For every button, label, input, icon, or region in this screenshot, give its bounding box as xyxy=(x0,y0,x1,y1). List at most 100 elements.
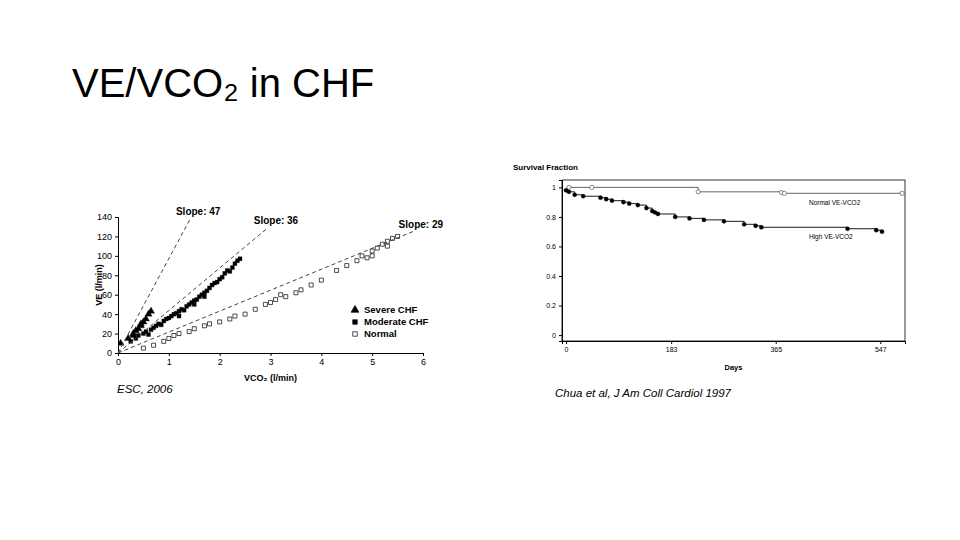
point xyxy=(880,230,884,234)
point xyxy=(284,295,288,299)
tick-label: 0 xyxy=(107,348,112,358)
point xyxy=(754,224,758,228)
legend: Severe CHFModerate CHFNormal xyxy=(351,304,428,339)
tick-label: 6 xyxy=(421,357,426,367)
series-line xyxy=(118,219,190,353)
legend-symbol xyxy=(351,306,359,313)
tick-label: 1 xyxy=(552,184,556,191)
legend-entry: Moderate CHF xyxy=(353,316,429,327)
point xyxy=(172,334,176,338)
legend-label: Moderate CHF xyxy=(364,316,429,327)
tick-label: 3 xyxy=(268,357,273,367)
tick-label: 365 xyxy=(770,346,782,353)
legend-entry: Severe CHF xyxy=(351,304,417,315)
tick-mark xyxy=(115,334,118,335)
point xyxy=(610,199,614,203)
point xyxy=(152,343,156,347)
chart: 0123456020406080100120140Slope: 47Slope:… xyxy=(94,206,443,395)
point xyxy=(238,257,242,261)
point xyxy=(233,314,237,318)
point xyxy=(702,218,706,222)
tick: 0.4 xyxy=(546,273,562,280)
tick: 4 xyxy=(319,353,324,367)
tick: 20 xyxy=(102,329,118,339)
point xyxy=(208,322,212,326)
point xyxy=(380,242,384,246)
tick-mark xyxy=(559,187,562,188)
point xyxy=(845,227,849,231)
tick-mark xyxy=(115,256,118,257)
point xyxy=(220,275,224,279)
plot-area xyxy=(118,219,413,353)
tick: 60 xyxy=(102,290,118,300)
point xyxy=(319,278,323,282)
point xyxy=(162,339,166,343)
y-axis: 0 0.2 0.4 0.6 0.8 1 xyxy=(546,181,562,342)
tick-label: 183 xyxy=(666,346,678,353)
axis-line xyxy=(563,342,906,345)
point xyxy=(274,298,278,302)
point xyxy=(263,302,267,306)
point xyxy=(722,219,726,223)
point xyxy=(118,339,124,345)
point xyxy=(759,225,763,229)
point xyxy=(253,307,257,311)
x-axis-title: VCO₂ (l/min) xyxy=(244,373,297,383)
point xyxy=(218,320,222,324)
point xyxy=(742,222,746,226)
tick: 6 xyxy=(421,353,426,367)
point xyxy=(159,323,163,327)
point xyxy=(294,291,298,295)
tick: 183 xyxy=(666,341,678,353)
tick-label: 2 xyxy=(218,357,223,367)
point xyxy=(636,203,640,207)
point xyxy=(228,317,232,321)
tick-mark xyxy=(115,275,118,276)
plot-frame xyxy=(562,180,905,341)
tick-mark xyxy=(559,217,562,218)
axis-line xyxy=(115,218,119,354)
legend-symbol xyxy=(353,332,357,336)
tick-mark xyxy=(372,353,373,356)
series-line xyxy=(566,190,882,231)
point xyxy=(360,254,364,258)
point xyxy=(177,314,181,318)
tick: 0.2 xyxy=(546,302,562,309)
point xyxy=(598,196,602,200)
tick-mark xyxy=(566,341,567,344)
point xyxy=(335,268,339,272)
point xyxy=(228,269,232,273)
tick: 365 xyxy=(770,341,782,353)
point xyxy=(243,312,247,316)
tick-mark xyxy=(115,295,118,296)
tick-label: 120 xyxy=(97,232,112,242)
series-line xyxy=(118,228,268,353)
tick-label: 1 xyxy=(167,357,172,367)
tick: 3 xyxy=(268,353,273,367)
tick-label: 100 xyxy=(97,251,112,261)
legend-symbol xyxy=(353,320,357,324)
tick-label: 0.8 xyxy=(546,214,556,221)
axis-line xyxy=(559,181,563,342)
tick: 1 xyxy=(167,353,172,367)
tick-label: 0 xyxy=(552,332,556,339)
tick: 0 xyxy=(116,353,121,367)
tick-mark xyxy=(115,217,118,218)
series-label: High VE-VCO2 xyxy=(809,233,853,241)
point xyxy=(365,256,369,260)
x-axis: 0183365547 xyxy=(563,341,906,353)
chart-texts: Slope: 47Slope: 36Slope: 29 xyxy=(176,206,444,230)
x-axis: 0123456 xyxy=(116,353,426,367)
tick-label: 547 xyxy=(875,346,887,353)
legend-entry: Normal xyxy=(353,328,397,339)
point xyxy=(202,295,206,299)
point xyxy=(202,324,206,328)
point xyxy=(573,193,577,197)
tick-label: 0.6 xyxy=(546,243,556,250)
chart: 018336554700.20.40.60.81Normal VE-VCO2Hi… xyxy=(513,163,906,399)
slide: VE/VCO₂ in CHF0123456020406080100120140S… xyxy=(0,0,960,540)
point xyxy=(345,264,349,268)
tick: 547 xyxy=(875,341,887,353)
citation: ESC, 2006 xyxy=(117,383,173,395)
point xyxy=(355,259,359,263)
